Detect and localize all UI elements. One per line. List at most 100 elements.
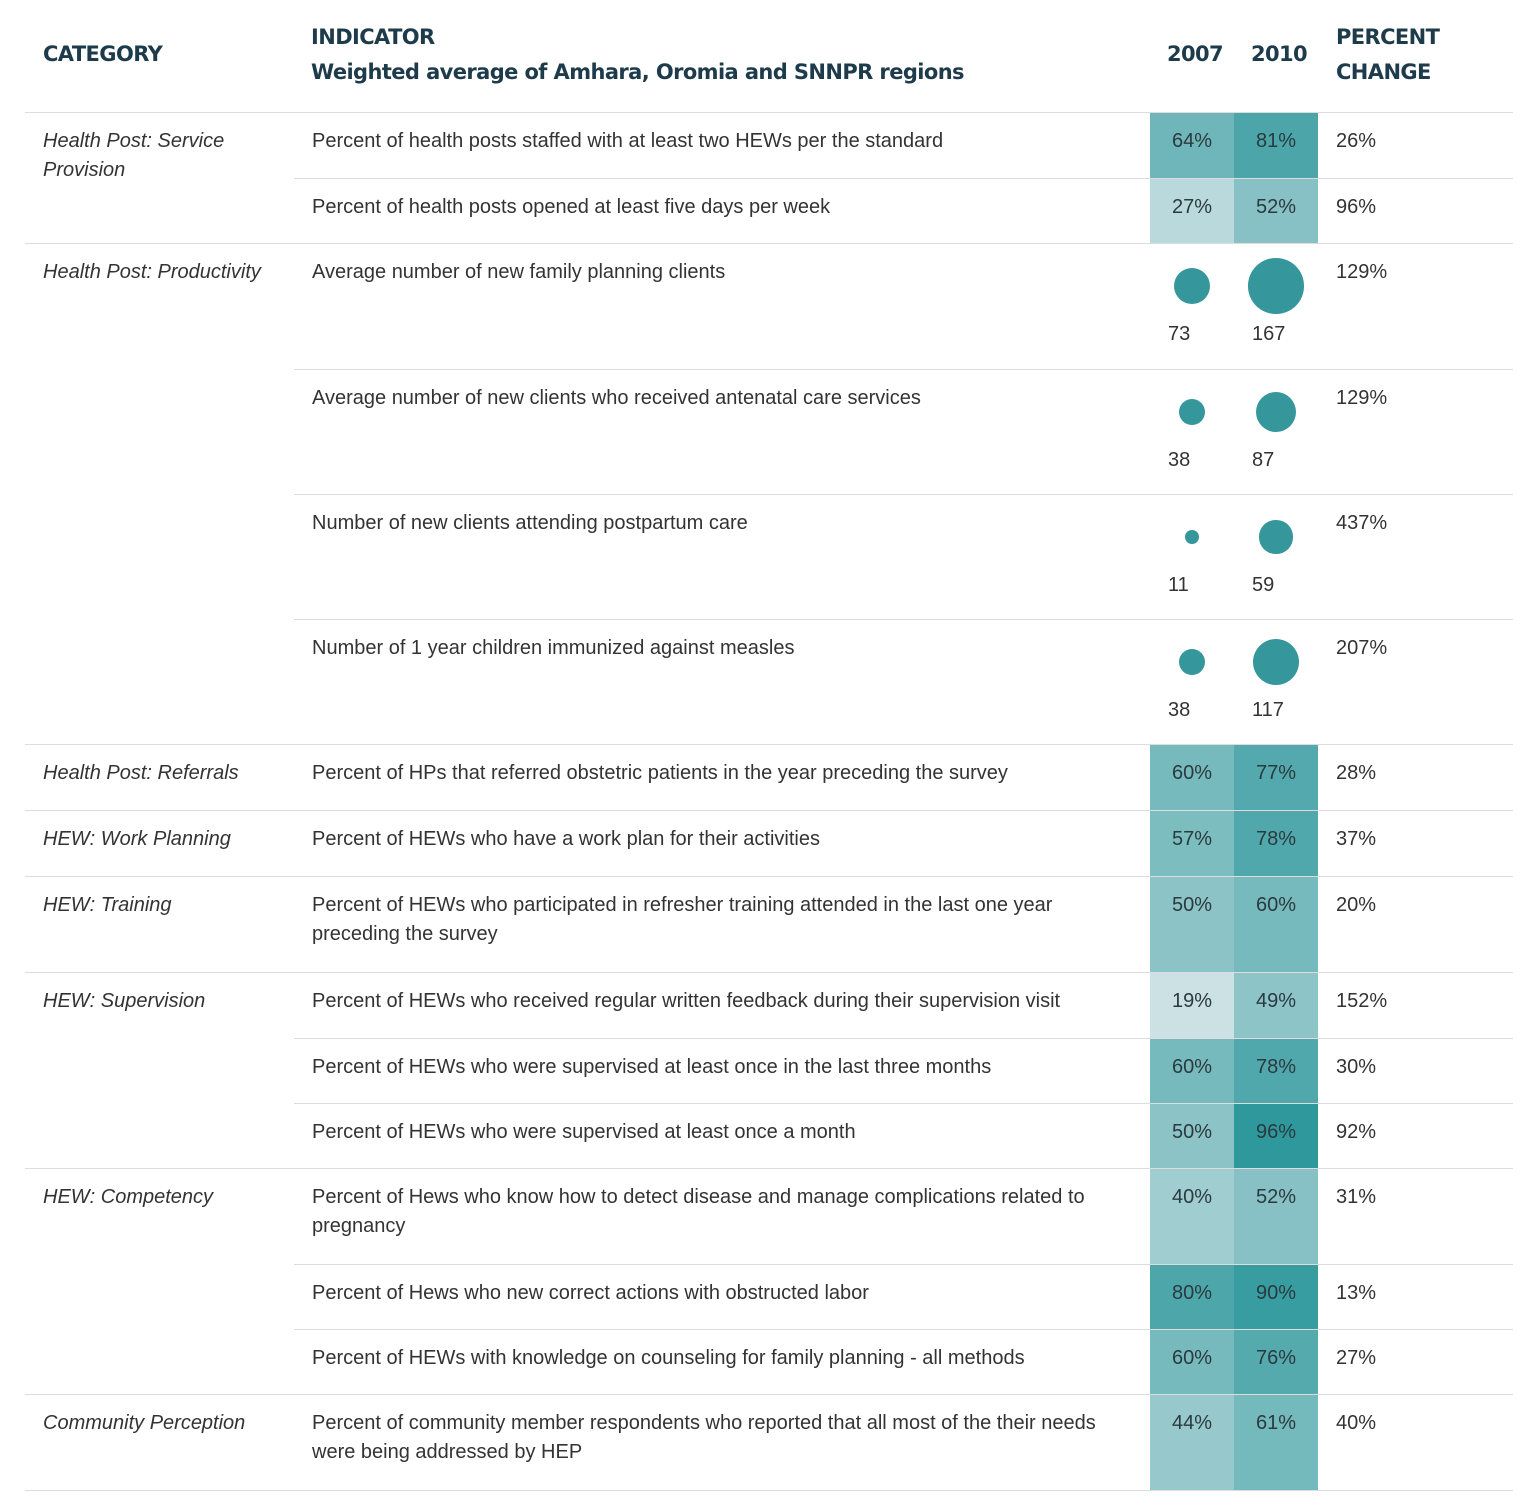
table-row: Number of 1 year children immunized agai… xyxy=(294,619,1513,744)
category-block: HEW: Training Percent of HEWs who partici… xyxy=(25,877,1513,973)
table-row: Average number of new family planning cl… xyxy=(294,244,1513,369)
value-cell-2007: 50% xyxy=(1150,877,1234,972)
indicator-text: Percent of HEWs who were supervised at l… xyxy=(312,1121,856,1143)
indicator-text: Number of new clients attending postpart… xyxy=(312,512,748,534)
percent-change: 152% xyxy=(1336,990,1388,1012)
value-label: 90% xyxy=(1255,1282,1297,1304)
table-row: Number of new clients attending postpart… xyxy=(294,494,1513,619)
value-label: 96% xyxy=(1255,1121,1297,1143)
percent-change: 13% xyxy=(1336,1282,1377,1304)
value-label: 60% xyxy=(1255,894,1297,916)
table-header: CATEGORY INDICATOR Weighted average of A… xyxy=(25,0,1513,113)
indicator-text: Percent of health posts opened at least … xyxy=(312,196,831,218)
bubble-2010 xyxy=(1252,638,1300,686)
percent-change: 26% xyxy=(1336,130,1377,152)
header-2010: 2010 xyxy=(1251,42,1308,66)
table-row: Percent of HEWs who were supervised at l… xyxy=(294,1038,1513,1103)
category-label: HEW: Training xyxy=(43,894,172,916)
bubble-value-label: 38 xyxy=(1168,449,1191,471)
value-cell-2007: 40% xyxy=(1150,1169,1234,1264)
category-label: Health Post: Productivity xyxy=(43,261,261,283)
value-label: 19% xyxy=(1171,990,1213,1012)
table-row: Percent of health posts opened at least … xyxy=(294,178,1513,243)
header-percent-change-line2: CHANGE xyxy=(1336,60,1431,84)
value-label: 52% xyxy=(1255,196,1297,218)
category-label: HEW: Competency xyxy=(43,1186,214,1208)
value-label: 44% xyxy=(1171,1412,1213,1434)
category-label: Health Post: Referrals xyxy=(43,762,239,784)
value-cell-2007: 19% xyxy=(1150,973,1234,1038)
category-block: HEW: Competency Percent of Hews who know … xyxy=(25,1169,1513,1395)
value-label: 78% xyxy=(1255,1056,1297,1078)
indicator-text: Percent of HEWs who were supervised at l… xyxy=(312,1056,992,1078)
indicator-text: Number of 1 year children immunized agai… xyxy=(312,637,795,659)
percent-change: 37% xyxy=(1336,828,1377,850)
value-label: 61% xyxy=(1255,1412,1297,1434)
table-row: Percent of Hews who new correct actions … xyxy=(294,1264,1513,1329)
value-cell-2007: 60% xyxy=(1150,1039,1234,1103)
value-cell-2010: 49% xyxy=(1234,973,1318,1038)
value-cell-2010: 76% xyxy=(1234,1330,1318,1394)
value-label: 77% xyxy=(1255,762,1297,784)
percent-change: 20% xyxy=(1336,894,1377,916)
value-cell-2007: 80% xyxy=(1150,1265,1234,1329)
category-label: Health Post: Service Provision xyxy=(43,130,225,181)
value-cell-2010: 81% xyxy=(1234,113,1318,178)
value-label: 50% xyxy=(1171,894,1213,916)
value-cell-2010: 77% xyxy=(1234,745,1318,810)
percent-change: 40% xyxy=(1336,1412,1377,1434)
value-cell-2010: 96% xyxy=(1234,1104,1318,1168)
percent-change: 27% xyxy=(1336,1347,1377,1369)
category-block: Community Perception Percent of community… xyxy=(25,1395,1513,1491)
indicator-text: Percent of health posts staffed with at … xyxy=(312,130,944,152)
value-label: 27% xyxy=(1171,196,1213,218)
bubble-2007 xyxy=(1178,648,1206,676)
bubble-value-label: 117 xyxy=(1252,699,1284,721)
category-block: Health Post: Service Provision Percent of… xyxy=(25,113,1513,244)
value-cell-2007: 44% xyxy=(1150,1395,1234,1490)
indicator-text: Percent of HEWs who participated in refr… xyxy=(312,894,1053,945)
value-cell-2007: 50% xyxy=(1150,1104,1234,1168)
indicator-text: Average number of new family planning cl… xyxy=(312,261,726,283)
indicator-text: Percent of HEWs who received regular wri… xyxy=(312,990,1061,1012)
indicator-text: Percent of Hews who know how to detect d… xyxy=(312,1186,1085,1237)
bubble-value-label: 59 xyxy=(1252,574,1275,596)
indicator-text: Percent of HPs that referred obstetric p… xyxy=(312,762,1008,784)
indicator-text: Percent of HEWs with knowledge on counse… xyxy=(312,1347,1025,1369)
value-cell-2010: 60% xyxy=(1234,877,1318,972)
value-label: 50% xyxy=(1171,1121,1213,1143)
bubble-value-label: 167 xyxy=(1252,323,1286,345)
value-label: 78% xyxy=(1255,828,1297,850)
value-cell-2007: 60% xyxy=(1150,1330,1234,1394)
percent-change: 28% xyxy=(1336,762,1377,784)
category-block: Health Post: Productivity Average number … xyxy=(25,244,1513,745)
value-label: 60% xyxy=(1171,1347,1213,1369)
value-cell-2010: 52% xyxy=(1234,1169,1318,1264)
value-cell-2007: 64% xyxy=(1150,113,1234,178)
category-label: Community Perception xyxy=(43,1412,246,1434)
value-cell-2007: 60% xyxy=(1150,745,1234,810)
table-row: Percent of HEWs who participated in refr… xyxy=(294,877,1513,972)
value-cell-2010: 78% xyxy=(1234,1039,1318,1103)
value-cell-2007: 27% xyxy=(1150,179,1234,243)
bubble-2007 xyxy=(1178,398,1206,426)
value-cell-2010: 90% xyxy=(1234,1265,1318,1329)
category-label: HEW: Work Planning xyxy=(43,828,231,850)
bubble-2007 xyxy=(1173,267,1211,305)
table-row: Percent of HEWs with knowledge on counse… xyxy=(294,1329,1513,1394)
percent-change: 129% xyxy=(1336,261,1388,283)
category-block: Health Post: Referrals Percent of HPs tha… xyxy=(25,745,1513,811)
value-cell-2010: 52% xyxy=(1234,179,1318,243)
value-cell-2007: 57% xyxy=(1150,811,1234,876)
value-cell-2010: 78% xyxy=(1234,811,1318,876)
value-label: 60% xyxy=(1171,762,1213,784)
percent-change: 96% xyxy=(1336,196,1377,218)
bubble-value-label: 87 xyxy=(1252,449,1275,471)
table-row: Percent of community member respondents … xyxy=(294,1395,1513,1490)
bubble-2007 xyxy=(1184,529,1200,545)
percent-change: 92% xyxy=(1336,1121,1377,1143)
indicator-text: Percent of HEWs who have a work plan for… xyxy=(312,828,820,850)
value-label: 60% xyxy=(1171,1056,1213,1078)
table-row: Percent of Hews who know how to detect d… xyxy=(294,1169,1513,1264)
value-label: 81% xyxy=(1255,130,1297,152)
